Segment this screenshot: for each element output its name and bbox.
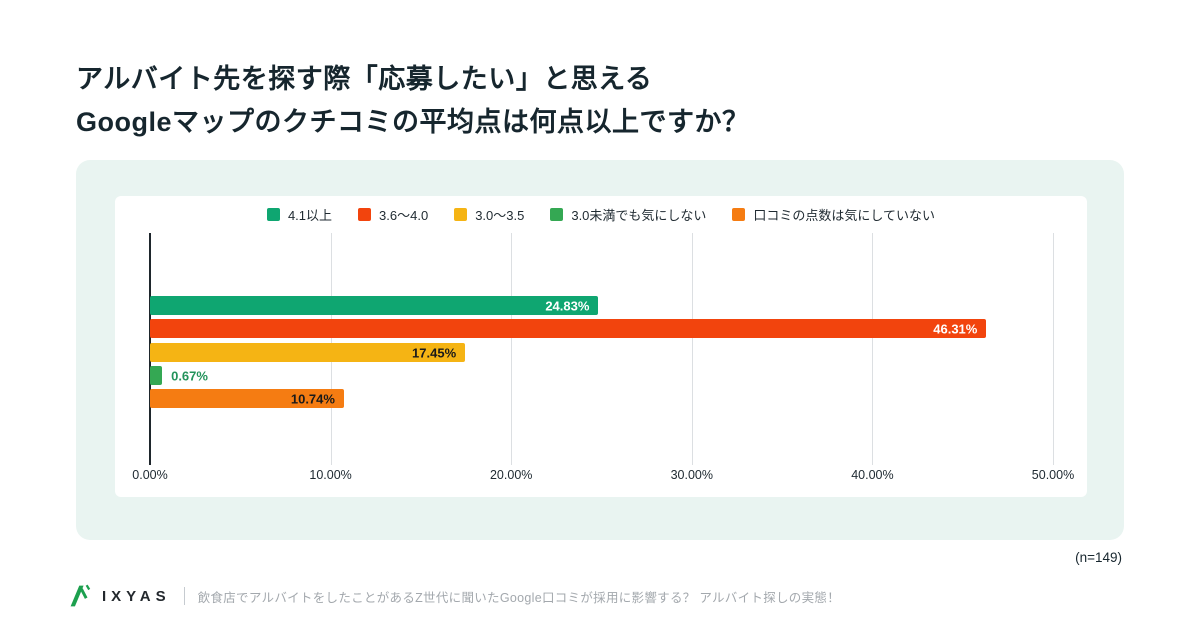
footer-caption: 飲食店でアルバイトをしたことがあるZ世代に聞いたGoogle口コミが採用に影響す… xyxy=(197,590,841,605)
gridline xyxy=(511,233,513,465)
legend-label: 3.6～4.0 xyxy=(379,208,429,223)
page-title: アルバイト先を探す際「応募したい」と思える Googleマップのクチコミの平均点… xyxy=(76,58,750,144)
bar-value-label: 17.45% xyxy=(412,345,457,360)
x-tick-label: 0.00% xyxy=(132,468,168,482)
x-tick-label: 50.00% xyxy=(1031,468,1075,482)
legend-item: 3.0未満でも気にしない xyxy=(550,205,706,224)
gridline xyxy=(1053,233,1054,465)
chart-bar: 0.67% xyxy=(150,366,208,385)
footer-divider xyxy=(183,587,185,605)
legend-label: 3.0～3.5 xyxy=(475,208,525,223)
legend-swatch xyxy=(732,208,746,221)
plot-area: 24.83% 46.31% 17.45% 0.67% 10.74% xyxy=(149,233,1054,465)
x-tick-label: 10.00% xyxy=(309,468,352,482)
legend-label: 3.0未満でも気にしない xyxy=(571,208,707,223)
chart-bar: 10.74% xyxy=(150,389,344,408)
legend-swatch xyxy=(550,208,564,221)
x-tick-label: 20.00% xyxy=(489,468,533,482)
legend-label: 4.1以上 xyxy=(287,208,333,223)
legend-item: 3.0～3.5 xyxy=(454,205,524,224)
x-tick-label: 40.00% xyxy=(851,468,894,482)
page-title-line2: Googleマップのクチコミの平均点は何点以上ですか？ xyxy=(76,107,750,137)
x-axis: 0.00% 10.00% 20.00% 30.00% 40.00% 50.00% xyxy=(132,468,1074,486)
legend-item: 3.6～4.0 xyxy=(358,205,428,224)
chart-legend: 4.1以上 3.6～4.0 3.0～3.5 3.0未満でも気にしない 口コミの点数は気に… xyxy=(115,205,1087,224)
bar-value-label: 46.31% xyxy=(933,321,978,336)
page-title-line1: アルバイト先を探す際「応募したい」と思える xyxy=(76,64,653,94)
chart-card: 4.1以上 3.6～4.0 3.0～3.5 3.0未満でも気にしない 口コミの点数は気に… xyxy=(76,160,1124,540)
footer: IXYAS 飲食店でアルバイトをしたことがあるZ世代に聞いたGoogle口コミが… xyxy=(68,580,840,612)
sample-size-note: (n=149) xyxy=(1075,550,1122,565)
legend-swatch xyxy=(266,208,280,221)
bar-value-label: 24.83% xyxy=(545,298,590,313)
logo-mark-icon xyxy=(70,584,91,607)
gridline xyxy=(691,233,693,465)
chart-bar: 17.45% xyxy=(150,343,466,362)
gridline xyxy=(872,233,874,465)
legend-label: 口コミの点数は気にしていない xyxy=(753,208,936,223)
bar-value-label: 10.74% xyxy=(290,391,335,406)
chart-bar: 24.83% xyxy=(150,296,599,315)
chart-bar: 46.31% xyxy=(150,319,987,338)
legend-swatch xyxy=(454,208,468,221)
legend-item: 4.1以上 xyxy=(266,205,333,224)
x-tick-label: 30.00% xyxy=(670,468,713,482)
ixyas-logo: IXYAS xyxy=(68,583,171,609)
legend-item: 口コミの点数は気にしていない xyxy=(732,205,935,224)
brand-name: IXYAS xyxy=(102,587,171,605)
legend-swatch xyxy=(358,208,372,221)
bar-value-label: 0.67% xyxy=(171,368,208,383)
chart-panel: 4.1以上 3.6～4.0 3.0～3.5 3.0未満でも気にしない 口コミの点数は気に… xyxy=(115,196,1087,497)
